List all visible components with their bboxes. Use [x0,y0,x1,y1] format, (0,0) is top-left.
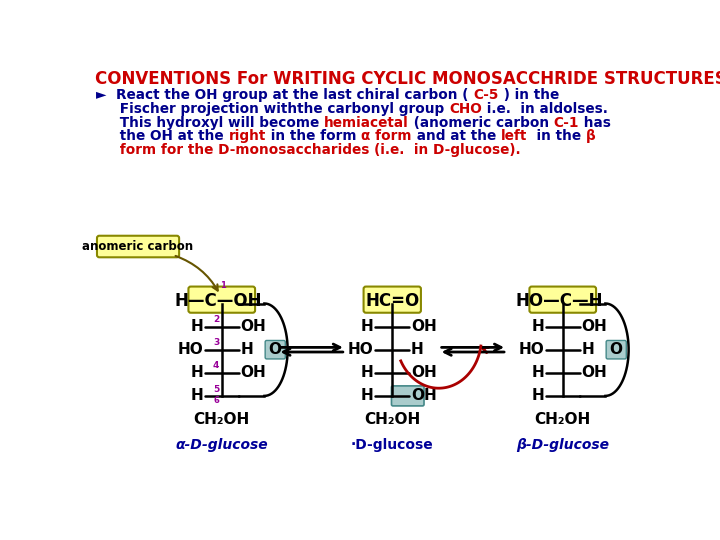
Text: OH: OH [411,388,436,403]
Text: OH: OH [240,319,266,334]
Text: and at the: and at the [412,130,500,144]
Text: 4: 4 [213,361,220,370]
Text: O: O [269,342,282,357]
Text: H: H [531,319,544,334]
Text: hemiacetal: hemiacetal [324,116,409,130]
Text: i.e.  in aldolses.: i.e. in aldolses. [482,102,608,116]
Text: H: H [190,388,203,403]
Text: H: H [361,319,374,334]
Text: H: H [411,342,423,357]
Text: 1: 1 [220,281,225,291]
Text: HO: HO [518,342,544,357]
FancyBboxPatch shape [529,287,596,313]
Text: Fischer projection withthe carbonyl group: Fischer projection withthe carbonyl grou… [96,102,449,116]
Text: HO—C—H: HO—C—H [515,292,603,310]
Text: O: O [610,342,623,357]
FancyBboxPatch shape [392,386,424,406]
Text: CH₂OH: CH₂OH [194,411,250,427]
Text: β: β [586,130,595,144]
Text: anomeric carbon: anomeric carbon [83,240,194,253]
Text: 2: 2 [213,315,220,325]
Text: has: has [580,116,611,130]
Text: CONVENTIONS For WRITING CYCLIC MONOSACCHRIDE STRUCTURES: CONVENTIONS For WRITING CYCLIC MONOSACCH… [94,70,720,88]
Text: HO: HO [177,342,203,357]
Text: CH₂OH: CH₂OH [535,411,591,427]
Text: in the form: in the form [266,130,361,144]
Text: H: H [361,365,374,380]
Text: OH: OH [581,365,607,380]
Text: 6: 6 [214,396,220,405]
Text: OH: OH [581,319,607,334]
Text: ) in the: ) in the [499,88,559,102]
Text: C-5: C-5 [473,88,499,102]
Text: CHO: CHO [449,102,482,116]
FancyBboxPatch shape [97,236,179,257]
FancyBboxPatch shape [189,287,255,313]
FancyBboxPatch shape [606,340,626,359]
Text: ·D-glucose: ·D-glucose [351,438,433,453]
Text: C-1: C-1 [554,116,580,130]
Text: ··: ·· [398,393,405,402]
Text: β-D-glucose: β-D-glucose [516,438,609,453]
Text: H: H [531,388,544,403]
Text: H: H [361,388,374,403]
Text: H: H [240,342,253,357]
Text: H: H [190,319,203,334]
Text: form for the D-monosaccharides (i.e.  in D-glucose).: form for the D-monosaccharides (i.e. in … [96,143,521,157]
Text: HO: HO [348,342,374,357]
Text: OH: OH [411,319,436,334]
Text: the OH at the: the OH at the [96,130,228,144]
Text: α form: α form [361,130,412,144]
Text: H—C—OH: H—C—OH [174,292,261,310]
FancyBboxPatch shape [265,340,285,359]
FancyBboxPatch shape [364,287,421,313]
Text: right: right [228,130,266,144]
Text: H: H [190,365,203,380]
Text: left: left [500,130,527,144]
Text: H: H [581,342,594,357]
Text: H: H [531,365,544,380]
Text: α-D-glucose: α-D-glucose [176,438,268,453]
Text: in the: in the [527,130,586,144]
Text: HC=O: HC=O [365,292,419,310]
Text: OH: OH [411,365,436,380]
Text: CH₂OH: CH₂OH [364,411,420,427]
Text: 5: 5 [213,384,220,394]
Text: 3: 3 [213,339,220,347]
Text: ►  React the OH group at the last chiral carbon (: ► React the OH group at the last chiral … [96,88,473,102]
Text: OH: OH [240,365,266,380]
Text: This hydroxyl will become: This hydroxyl will become [96,116,324,130]
Text: (anomeric carbon: (anomeric carbon [409,116,554,130]
